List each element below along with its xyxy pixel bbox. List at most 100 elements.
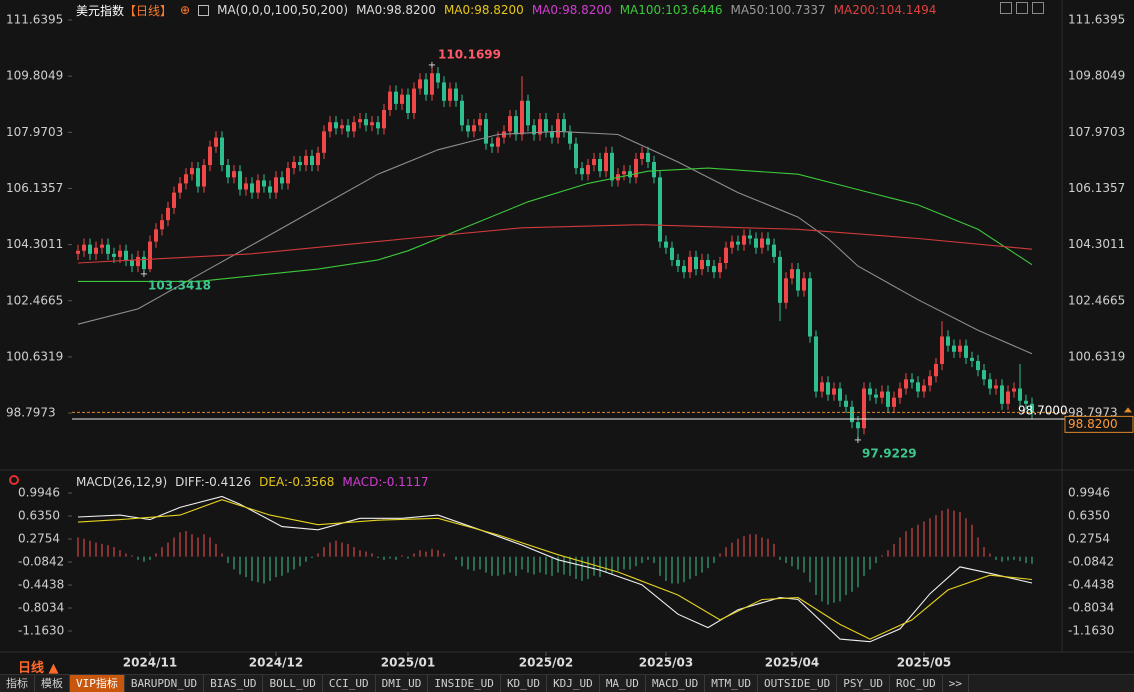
toolbar-tab[interactable]: INSIDE_UD (428, 675, 501, 692)
candle-body (820, 382, 824, 392)
panel-icon[interactable] (9, 475, 19, 485)
candle-body (202, 165, 206, 187)
toolbar-tab[interactable]: 指标 (0, 675, 35, 692)
toolbar-tab[interactable]: MTM_UD (705, 675, 759, 692)
y-tick-label-right: 104.3011 (1068, 237, 1125, 251)
candle-body (208, 146, 212, 166)
period-text[interactable]: 日线 (18, 661, 45, 676)
candle-body (244, 183, 248, 190)
toolbar-tab[interactable]: OUTSIDE_UD (758, 675, 838, 692)
candle-body (1006, 391, 1010, 404)
ma-line (78, 167, 1033, 282)
candle-body (604, 152, 608, 172)
toolbar-tab[interactable]: DMI_UD (376, 675, 429, 692)
period-selector[interactable]: 日线 ▲ (18, 661, 59, 676)
candle-body (394, 91, 398, 104)
candle-body (466, 125, 470, 132)
candle-body (580, 168, 584, 175)
candle-body (670, 247, 674, 260)
candle-body (964, 345, 968, 358)
toolbar-tab[interactable]: ROC_UD (890, 675, 943, 692)
candle-body (1012, 388, 1016, 392)
icon-button[interactable] (1032, 2, 1044, 14)
candle-body (994, 385, 998, 389)
toolbar-tab[interactable]: VIP指标 (70, 675, 125, 692)
y-tick-label: -0.8034 (18, 601, 64, 615)
toolbar-tab[interactable]: MA_UD (600, 675, 646, 692)
y-tick-label-right: 111.6395 (1068, 13, 1125, 27)
extreme-label: 97.9229 (862, 446, 917, 460)
candle-body (838, 388, 842, 401)
candle-body (874, 394, 878, 398)
icon-button[interactable] (1016, 2, 1028, 14)
candle-body (592, 158, 596, 166)
toolbar-tab[interactable]: BARUPDN_UD (125, 675, 205, 692)
candle-body (220, 137, 224, 166)
y-tick-label: 0.9946 (18, 486, 60, 500)
toolbar-tab[interactable]: KD_UD (501, 675, 548, 692)
candle-body (904, 379, 908, 389)
candle-body (508, 116, 512, 132)
chart: 111.6395 111.6395 109.8049 109.8049 107.9703… (0, 0, 1134, 670)
candle-body (586, 165, 590, 175)
candle-body (1000, 385, 1004, 404)
candle-body (946, 336, 950, 346)
toolbar-tab[interactable]: >> (943, 675, 970, 692)
toolbar-tab[interactable]: 模板 (35, 675, 70, 692)
candle-body (346, 125, 350, 132)
candle-body (652, 162, 656, 178)
candle-body (172, 192, 176, 208)
candle-body (1030, 403, 1034, 413)
indicator-legend: MACD:-0.1117 (342, 475, 429, 489)
price-cross: + (140, 269, 148, 280)
candle-body (376, 122, 380, 129)
y-tick-label: 0.2754 (18, 532, 60, 546)
candle-body (880, 391, 884, 398)
candle-body (664, 241, 668, 248)
candle-body (118, 250, 122, 257)
indicator-legend: MA200:104.1494 (833, 3, 937, 17)
candle-body (826, 382, 830, 395)
candle-body (322, 131, 326, 153)
icon-button[interactable] (1000, 2, 1012, 14)
period-label[interactable]: 【日线】 (124, 3, 173, 18)
candle-body (574, 143, 578, 169)
candle-body (526, 100, 530, 126)
toolbar-tab[interactable]: BIAS_UD (204, 675, 264, 692)
y-tick-label-right: 109.8049 (1068, 69, 1125, 83)
instrument-name: 美元指数 (76, 3, 125, 18)
candle-body (490, 143, 494, 147)
candle-body (352, 122, 356, 132)
indicator-toolbar: 指标 模板 VIP指标 BARUPDN_UD BIAS_UD BOLL_UD CCI_UD D… (0, 674, 1134, 692)
macd-line (77, 499, 1033, 640)
macd-header: MACD(26,12,9) DIFF:-0.4126 DEA:-0.3568 MACD… (76, 474, 429, 490)
macd-line (77, 495, 1033, 643)
candle-body (928, 376, 932, 386)
price-arrow (1124, 407, 1132, 413)
candle-body (796, 269, 800, 291)
candle-body (814, 336, 818, 392)
candle-body (418, 79, 422, 89)
candle-body (532, 125, 536, 135)
candle-body (358, 119, 362, 123)
toolbar-tab[interactable]: KDJ_UD (547, 675, 600, 692)
candle-body (382, 109, 386, 129)
candle-body (646, 152, 650, 163)
icon (198, 4, 210, 16)
candle-body (334, 122, 338, 129)
candle-body (760, 238, 764, 248)
settings-icon[interactable]: ⊕ (180, 3, 191, 17)
y-tick-label: 102.4665 (6, 293, 63, 307)
candle-body (916, 382, 920, 392)
toolbar-tab[interactable]: PSY_UD (837, 675, 891, 692)
toolbar-tab[interactable]: BOLL_UD (263, 675, 323, 692)
candle-body (682, 266, 686, 273)
y-tick-label-right: -0.0842 (1068, 555, 1114, 569)
toolbar-tab[interactable]: CCI_UD (323, 675, 376, 692)
candle-body (88, 244, 92, 254)
x-tick-label: 2025/03 (639, 656, 693, 670)
candle-body (124, 250, 128, 260)
y-tick-label: 100.6319 (6, 349, 63, 363)
toolbar-tab[interactable]: MACD_UD (646, 675, 706, 692)
candle-body (742, 235, 746, 245)
